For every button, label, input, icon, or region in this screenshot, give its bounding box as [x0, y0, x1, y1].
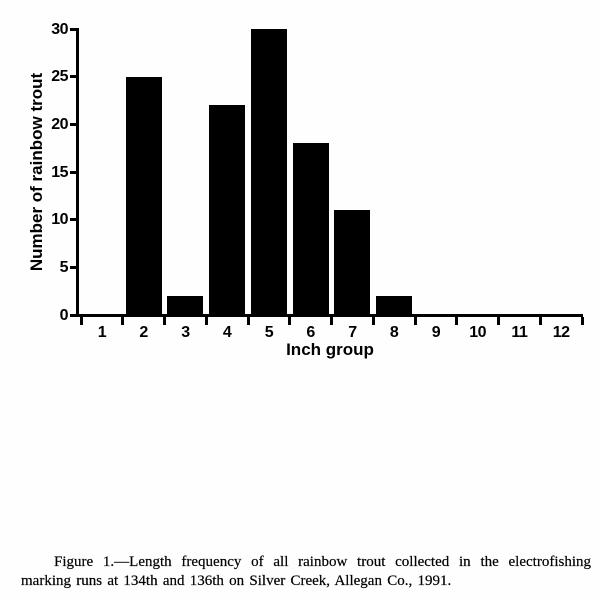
x-tick-label-6: 6	[306, 324, 315, 341]
y-tick-label-30: 30	[51, 20, 68, 38]
y-tick-5	[70, 265, 78, 269]
x-tick-label-8: 8	[389, 324, 399, 341]
y-tick-20	[70, 122, 78, 126]
x-tick-5	[288, 317, 292, 325]
x-tick-label-2: 2	[139, 324, 148, 341]
figure-caption: Figure 1.—Length frequency of all rainbo…	[21, 553, 591, 590]
bar-inch-8	[376, 296, 413, 315]
x-tick-9	[455, 317, 459, 325]
x-tick-4	[246, 317, 250, 325]
x-tick-11	[538, 317, 542, 325]
y-tick-label-10: 10	[51, 211, 68, 229]
x-tick-label-3: 3	[181, 324, 190, 341]
x-tick-6	[330, 317, 333, 325]
x-tick-10	[497, 317, 500, 325]
y-tick-25	[70, 75, 78, 79]
x-tick-2	[163, 317, 166, 325]
x-axis-title: Inch group	[286, 340, 374, 359]
y-tick-10	[70, 218, 78, 222]
x-tick-1	[121, 317, 125, 325]
x-tick-label-12: 12	[552, 324, 570, 341]
x-tick-label-10: 10	[469, 324, 486, 341]
x-axis-line	[76, 314, 583, 317]
x-tick-label-7: 7	[348, 324, 357, 341]
y-tick-label-0: 0	[59, 306, 69, 324]
y-tick-15	[70, 170, 78, 174]
x-tick-label-9: 9	[431, 324, 441, 341]
bar-inch-2	[125, 77, 162, 315]
y-tick-label-20: 20	[51, 115, 68, 133]
bar-inch-4	[209, 105, 246, 315]
bar-inch-5	[250, 29, 287, 315]
y-tick-label-5: 5	[59, 258, 69, 276]
x-tick-7	[371, 317, 375, 325]
x-tick-0	[79, 317, 83, 325]
x-tick-label-4: 4	[222, 324, 232, 341]
x-tick-label-1: 1	[97, 324, 107, 341]
bar-inch-3	[167, 296, 204, 315]
x-tick-label-11: 11	[511, 324, 528, 341]
bar-inch-7	[334, 210, 371, 315]
y-tick-label-15: 15	[51, 163, 68, 181]
y-tick-30	[70, 27, 78, 31]
bar-inch-6	[292, 143, 329, 315]
x-tick-label-5: 5	[264, 324, 274, 341]
figure-caption-line-2: marking runs at 134th and 136th on Silve…	[21, 572, 452, 589]
figure-caption-line-1: Figure 1.—Length frequency of all rainbo…	[54, 554, 591, 570]
x-tick-8	[413, 317, 417, 325]
x-tick-12	[580, 317, 584, 325]
x-tick-3	[204, 317, 208, 325]
y-tick-label-25: 25	[51, 68, 68, 86]
y-tick-0	[70, 313, 78, 317]
